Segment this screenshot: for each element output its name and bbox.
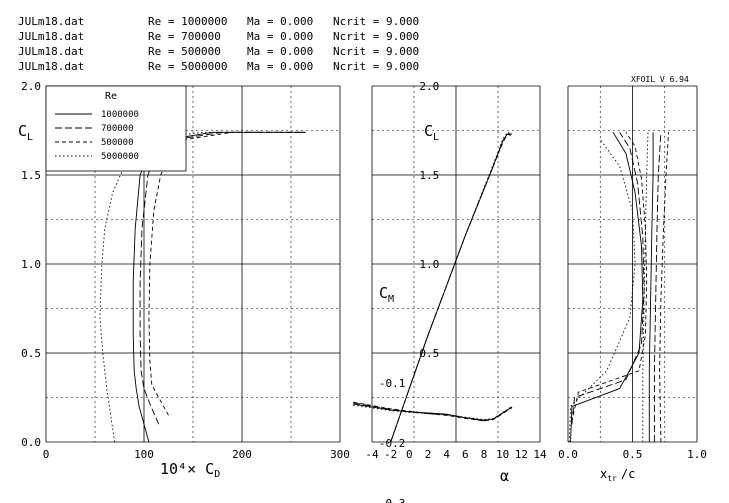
cl-alpha-tick-label: 1.5 [419,169,439,182]
cl-alpha-tick-label: 1.0 [419,258,439,271]
xtr-tick-label: 0.5 [623,448,643,461]
xtr-series-700000-lower [653,132,662,442]
cm-axis-label: CM [379,284,394,305]
polar-series-700000 [139,131,306,425]
cl-axis-label-left: CL [18,122,33,143]
cm-alpha-series-700000 [353,402,513,422]
run-1-file: JULm18.dat [18,15,84,28]
alpha-tick-label: -2 [384,448,397,461]
cm-tick-label: -0.3 [379,497,406,503]
alpha-tick-label: 12 [515,448,528,461]
cl-tick-label: 1.5 [21,169,41,182]
cl-tick-label: 0.0 [21,436,41,449]
run-3-ncrit: Ncrit = 9.000 [333,45,419,58]
xtr-series-1000000-lower [648,132,654,442]
cl-tick-label: 0.5 [21,347,41,360]
cl-axis-label-mid: CL [424,122,439,143]
polar-series-500000 [148,131,306,416]
cd-tick-label: 100 [134,448,154,461]
xtr-series-500000-upper [572,132,648,416]
run-1-re: Re = 1000000 [148,15,227,28]
cm-tick-label: -0.2 [379,437,406,450]
run-1-ncrit: Ncrit = 9.000 [333,15,419,28]
alpha-tick-label: 4 [443,448,450,461]
run-4-ncrit: Ncrit = 9.000 [333,60,419,73]
alpha-tick-label: 0 [406,448,413,461]
cl-alpha-tick-label: 0.5 [419,347,439,360]
cd-tick-label: 0 [43,448,50,461]
cm-alpha-series-500000 [353,401,513,422]
cl-alpha-series-1000000 [390,133,512,443]
run-1-ma: Ma = 0.000 [247,15,313,28]
legend-title: Re [105,91,117,102]
xtr-axis-label: xtr/c [600,467,635,483]
xtr-tick-label: 0.0 [558,448,578,461]
cl-tick-label: 2.0 [21,80,41,93]
cd-tick-label: 200 [232,448,252,461]
xtr-series-500000-lower [659,132,670,443]
alpha-tick-label: 14 [533,448,547,461]
run-2-ma: Ma = 0.000 [247,30,313,43]
xtr-series-5000000-upper [568,139,636,443]
xtr-series-700000-upper [571,132,645,425]
panel-cl-vs-xtr: 0.0 0.5 1.0 [558,85,707,461]
run-3-ma: Ma = 0.000 [247,45,313,58]
alpha-tick-label: 2 [425,448,432,461]
cl-alpha-series-700000 [390,133,512,443]
alpha-tick-label: 6 [462,448,469,461]
xtr-tick-label: 1.0 [687,448,707,461]
legend-label-2: 700000 [101,124,134,134]
run-header: JULm18.dat Re = 1000000 Ma = 0.000 Ncrit… [18,15,419,73]
run-4-file: JULm18.dat [18,60,84,73]
xtr-series-1000000-upper [570,132,644,443]
alpha-tick-label: 8 [481,448,488,461]
cm-tick-label: -0.1 [379,377,406,390]
cl-tick-label: 1.0 [21,258,41,271]
xtr-series-5000000-lower [642,132,649,442]
legend-label-4: 5000000 [101,152,139,162]
run-2-file: JULm18.dat [18,30,84,43]
polar-series-5000000 [99,131,252,443]
cl-alpha-tick-label: 2.0 [419,80,439,93]
polar-series-1000000 [132,131,306,443]
xfoil-version: XFOIL V 6.94 [631,75,689,84]
run-3-re: Re = 500000 [148,45,221,58]
run-2-ncrit: Ncrit = 9.000 [333,30,419,43]
run-4-ma: Ma = 0.000 [247,60,313,73]
cd-axis-label: 10⁴× CD [160,460,220,480]
legend-label-1: 1000000 [101,110,139,120]
cl-alpha-series-500000 [390,133,513,443]
cd-tick-label: 300 [330,448,350,461]
legend-box [45,85,187,172]
run-3-file: JULm18.dat [18,45,84,58]
cl-alpha-series-5000000 [390,131,513,443]
legend: Re 1000000 700000 500000 5000000 [45,85,187,172]
run-4-re: Re = 5000000 [148,60,227,73]
legend-label-3: 500000 [101,138,134,148]
alpha-axis-label: α [500,467,509,485]
alpha-tick-label: 10 [496,448,509,461]
run-2-re: Re = 700000 [148,30,221,43]
alpha-tick-label: -4 [365,448,379,461]
